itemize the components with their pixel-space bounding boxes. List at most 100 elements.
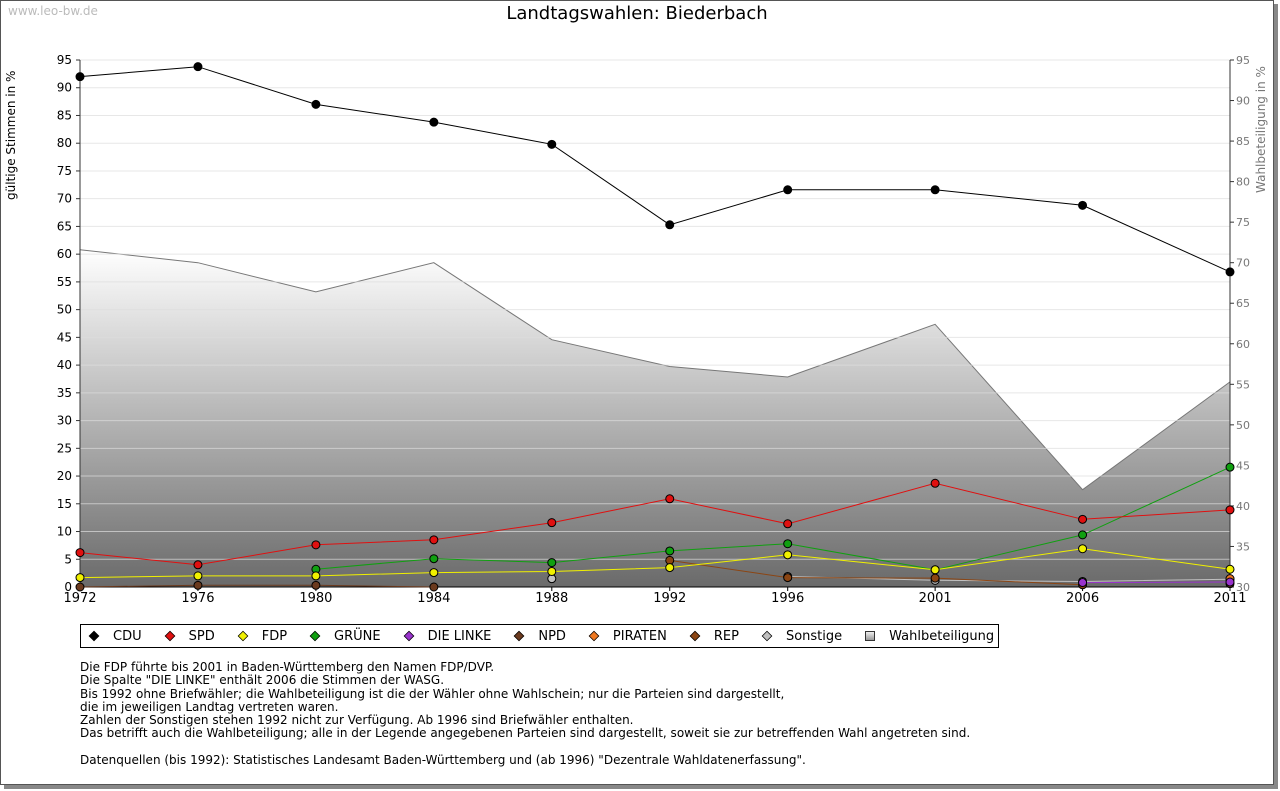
legend-marker-icon bbox=[88, 630, 100, 642]
data-point-npd bbox=[75, 582, 85, 592]
legend-item: CDU bbox=[85, 629, 142, 644]
legend-marker-icon bbox=[865, 631, 876, 641]
x-tick-label: 1996 bbox=[771, 591, 804, 606]
data-point-grüne bbox=[783, 539, 793, 549]
series-line-sonstige bbox=[787, 576, 1231, 583]
x-tick-label: 1980 bbox=[299, 591, 332, 606]
data-point-cdu bbox=[665, 220, 675, 230]
legend-marker-icon bbox=[403, 630, 414, 642]
data-point-spd bbox=[311, 540, 321, 550]
footnote-line: Das betrifft auch die Wahlbeteiligung; a… bbox=[80, 726, 971, 741]
y-tick-label-right: 65 bbox=[1236, 297, 1250, 310]
data-point-cdu bbox=[1225, 267, 1235, 277]
footnote-line bbox=[80, 741, 970, 754]
turnout-line bbox=[79, 249, 1231, 491]
y-tick-label-left: 10 bbox=[57, 525, 72, 539]
data-point-fdp bbox=[930, 565, 940, 575]
y-tick-label-left: 75 bbox=[57, 164, 72, 178]
y-tick-label-left: 25 bbox=[57, 441, 72, 455]
data-point-grüne bbox=[1078, 530, 1088, 540]
legend-marker-icon bbox=[237, 630, 249, 642]
data-point-spd bbox=[75, 548, 85, 558]
legend-item: NPD bbox=[510, 629, 566, 644]
footnote-line: Die Spalte "DIE LINKE" enthält 2006 die … bbox=[80, 673, 445, 688]
y-tick-label-right: 55 bbox=[1236, 378, 1250, 391]
legend-item: FDP bbox=[234, 629, 287, 644]
data-point-grüne bbox=[1225, 462, 1235, 472]
legend-label: Sonstige bbox=[785, 628, 843, 644]
y-tick-label-right: 80 bbox=[1236, 176, 1250, 189]
data-point-npd bbox=[311, 580, 321, 590]
legend-label: SPD bbox=[188, 628, 215, 644]
y-tick-label-left: 15 bbox=[57, 497, 72, 511]
y-tick-label-right: 70 bbox=[1236, 257, 1250, 270]
y-tick-label-right: 30 bbox=[1236, 581, 1250, 594]
x-tick-label: 2011 bbox=[1213, 591, 1246, 606]
data-point-fdp bbox=[665, 563, 675, 573]
legend-marker-icon bbox=[761, 630, 773, 642]
y-tick-label-left: 20 bbox=[57, 469, 72, 483]
series-line-die-linke bbox=[1082, 581, 1231, 584]
legend-label: CDU bbox=[113, 628, 142, 644]
data-point-cdu bbox=[1078, 200, 1088, 210]
y-tick-label-left: 0 bbox=[64, 580, 72, 594]
data-point-die-linke bbox=[1078, 578, 1088, 588]
legend-label: FDP bbox=[261, 628, 288, 644]
data-point-grüne bbox=[665, 546, 675, 556]
y-tick-label-right: 90 bbox=[1236, 95, 1250, 108]
data-point-cdu bbox=[930, 185, 940, 195]
legend-marker-icon bbox=[689, 630, 701, 642]
y-tick-label-left: 55 bbox=[57, 275, 72, 289]
data-point-spd bbox=[1078, 514, 1088, 524]
y-tick-label-left: 5 bbox=[64, 552, 72, 566]
data-point-fdp bbox=[1225, 564, 1235, 574]
legend-label: REP bbox=[713, 628, 739, 644]
data-point-fdp bbox=[547, 566, 557, 576]
y-tick-label-left: 50 bbox=[57, 303, 72, 317]
legend-marker-icon bbox=[309, 630, 321, 642]
data-point-cdu bbox=[311, 99, 321, 109]
y-tick-label-right: 35 bbox=[1236, 540, 1250, 553]
legend-marker-icon bbox=[514, 630, 525, 642]
data-point-cdu bbox=[75, 72, 85, 82]
footnote-line: die im jeweiligen Landtag vertreten ware… bbox=[80, 699, 339, 714]
x-tick-label: 1976 bbox=[181, 591, 214, 606]
data-point-fdp bbox=[193, 571, 203, 581]
legend-marker-icon bbox=[588, 630, 600, 642]
x-tick-label: 2006 bbox=[1066, 591, 1099, 606]
data-point-rep bbox=[783, 573, 793, 583]
footnotes: Die FDP führte bis 2001 in Baden-Württem… bbox=[80, 660, 971, 768]
footnote-line: Bis 1992 ohne Briefwähler; die Wahlbetei… bbox=[80, 686, 785, 701]
footnote-line: Datenquellen (bis 1992): Statistisches L… bbox=[80, 753, 806, 768]
y-tick-label-left: 35 bbox=[57, 386, 72, 400]
y-tick-label-left: 65 bbox=[57, 219, 72, 233]
data-point-fdp bbox=[429, 568, 439, 578]
footnote-line: Zahlen der Sonstigen stehen 1992 nicht z… bbox=[80, 713, 634, 728]
x-tick-label: 2001 bbox=[919, 591, 952, 606]
data-point-spd bbox=[783, 519, 793, 529]
data-point-npd bbox=[429, 582, 439, 592]
y-tick-label-right: 50 bbox=[1236, 419, 1250, 432]
series-line-cdu bbox=[79, 66, 1231, 273]
legend-item: PIRATEN bbox=[585, 629, 667, 644]
y-tick-label-right: 95 bbox=[1236, 54, 1250, 67]
series-line-npd bbox=[79, 584, 434, 588]
x-tick-label: 1984 bbox=[417, 591, 450, 606]
data-point-grüne bbox=[429, 554, 439, 564]
legend-label: PIRATEN bbox=[612, 628, 667, 644]
y-tick-label-left: 90 bbox=[57, 81, 72, 95]
series-line-spd bbox=[79, 482, 1231, 566]
y-tick-label-left: 30 bbox=[57, 414, 72, 428]
y-tick-label-left: 45 bbox=[57, 330, 72, 344]
y-tick-label-right: 75 bbox=[1236, 216, 1250, 229]
legend-label: GRÜNE bbox=[334, 628, 381, 644]
series-line-rep bbox=[669, 559, 1083, 586]
y-tick-label-right: 45 bbox=[1236, 459, 1250, 472]
x-tick-label: 1988 bbox=[535, 591, 568, 606]
data-point-fdp bbox=[1078, 544, 1088, 554]
y-tick-label-left: 70 bbox=[57, 192, 72, 206]
legend-item: GRÜNE bbox=[306, 629, 381, 644]
y-tick-label-left: 95 bbox=[57, 53, 72, 67]
data-point-spd bbox=[429, 535, 439, 545]
data-point-spd bbox=[665, 494, 675, 504]
